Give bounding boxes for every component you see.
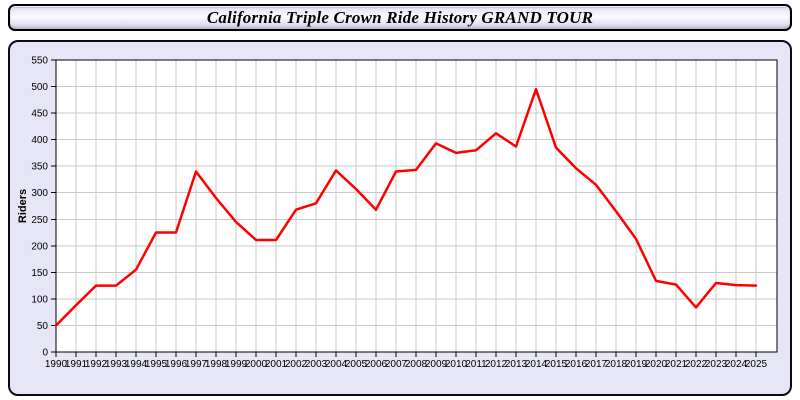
svg-text:2025: 2025 (745, 359, 768, 370)
svg-text:2002: 2002 (285, 359, 308, 370)
svg-text:550: 550 (31, 56, 48, 67)
chart-title-bar: California Triple Crown Ride History GRA… (8, 4, 792, 31)
svg-text:50: 50 (37, 321, 49, 332)
svg-text:2021: 2021 (665, 359, 688, 370)
svg-text:2004: 2004 (325, 359, 348, 370)
svg-text:2015: 2015 (545, 359, 568, 370)
plot-border (55, 59, 778, 353)
y-axis-labels: 0 50 100 150 200 250 300 350 400 450 500 550 (31, 56, 48, 359)
svg-text:2017: 2017 (585, 359, 608, 370)
svg-text:1998: 1998 (205, 359, 228, 370)
svg-text:500: 500 (31, 82, 48, 93)
svg-text:2000: 2000 (245, 359, 268, 370)
svg-text:1993: 1993 (105, 359, 128, 370)
svg-text:1995: 1995 (145, 359, 168, 370)
svg-text:2022: 2022 (685, 359, 708, 370)
svg-text:2001: 2001 (265, 359, 288, 370)
svg-text:2005: 2005 (345, 359, 368, 370)
svg-text:1992: 1992 (85, 359, 108, 370)
grid (56, 60, 777, 352)
svg-text:0: 0 (42, 348, 48, 359)
svg-text:2013: 2013 (505, 359, 528, 370)
svg-text:2014: 2014 (525, 359, 548, 370)
svg-text:1994: 1994 (125, 359, 148, 370)
chart-title: California Triple Crown Ride History GRA… (206, 7, 594, 27)
svg-text:2012: 2012 (485, 359, 508, 370)
svg-text:2003: 2003 (305, 359, 328, 370)
svg-text:1997: 1997 (185, 359, 208, 370)
svg-text:100: 100 (31, 294, 48, 305)
x-axis-labels: 1990199119921993199419951996199719981999… (45, 359, 768, 370)
svg-text:2006: 2006 (365, 359, 388, 370)
svg-text:1996: 1996 (165, 359, 188, 370)
svg-text:1990: 1990 (45, 359, 68, 370)
svg-text:150: 150 (31, 268, 48, 279)
riders-data-line (54, 87, 758, 327)
svg-text:1991: 1991 (65, 359, 88, 370)
svg-text:250: 250 (31, 215, 48, 226)
svg-text:2018: 2018 (605, 359, 628, 370)
svg-text:2010: 2010 (445, 359, 468, 370)
svg-text:2007: 2007 (385, 359, 408, 370)
svg-text:300: 300 (31, 188, 48, 199)
svg-text:200: 200 (31, 241, 48, 252)
svg-text:2020: 2020 (645, 359, 668, 370)
svg-text:350: 350 (31, 162, 48, 173)
svg-text:2024: 2024 (725, 359, 748, 370)
svg-text:2023: 2023 (705, 359, 728, 370)
svg-text:400: 400 (31, 135, 48, 146)
svg-text:2019: 2019 (625, 359, 648, 370)
svg-text:1999: 1999 (225, 359, 248, 370)
svg-text:450: 450 (31, 109, 48, 120)
svg-text:2016: 2016 (565, 359, 588, 370)
svg-text:2009: 2009 (425, 359, 448, 370)
svg-text:2008: 2008 (405, 359, 428, 370)
y-axis-title: Riders (17, 189, 29, 223)
svg-text:2011: 2011 (465, 359, 487, 370)
